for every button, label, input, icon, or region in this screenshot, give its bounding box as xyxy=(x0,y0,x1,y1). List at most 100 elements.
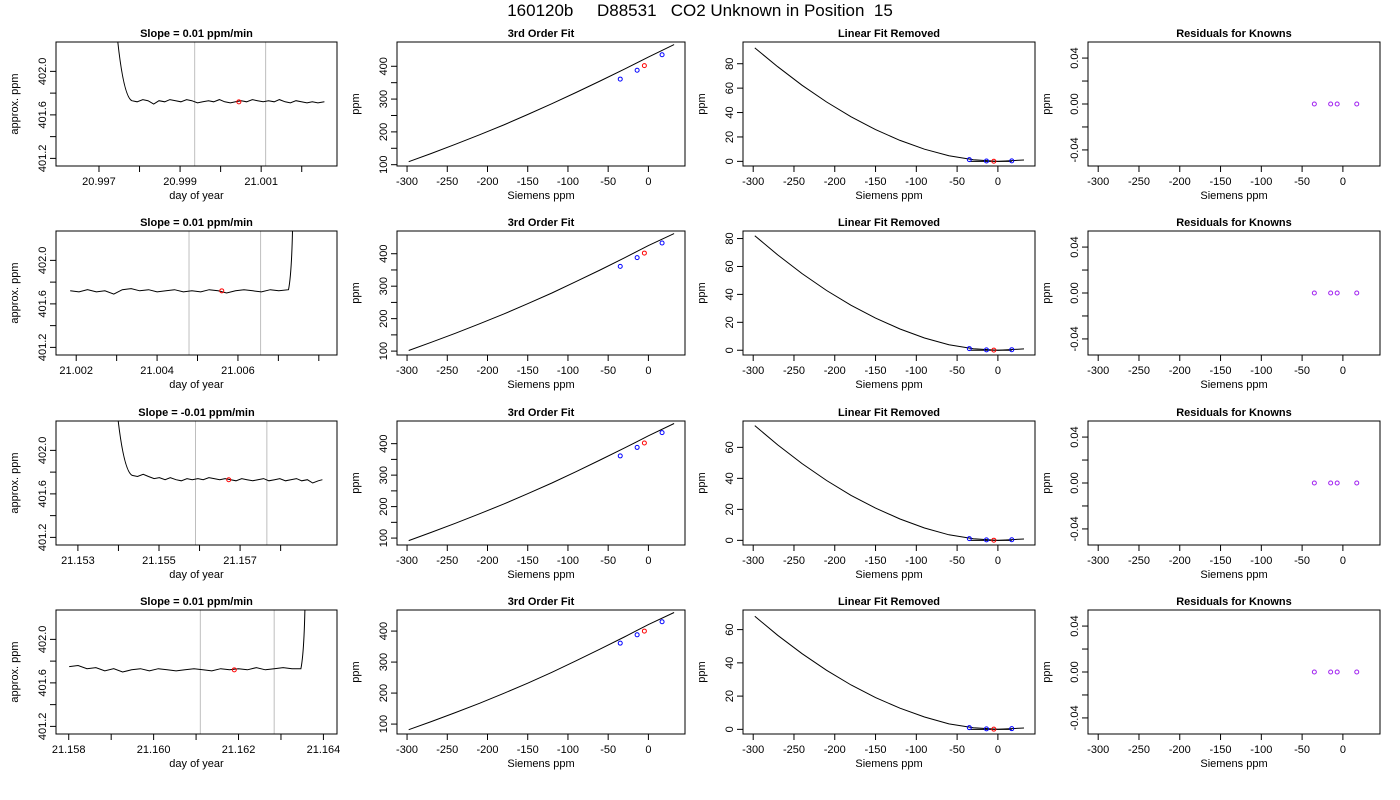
plot-frame xyxy=(55,420,338,546)
known-point xyxy=(634,255,640,261)
x-tick-label: 21.153 xyxy=(61,555,95,567)
known-point xyxy=(983,158,989,164)
x-tick-label: -300 xyxy=(1087,744,1109,756)
x-tick-label: -250 xyxy=(436,365,458,377)
known-point xyxy=(1009,347,1015,353)
residual-point xyxy=(1328,101,1334,107)
y-tick-label: 40 xyxy=(724,657,736,669)
residual-point xyxy=(1311,480,1317,486)
y-tick-label: 200 xyxy=(378,123,390,141)
x-tick-label: -200 xyxy=(476,744,498,756)
y-tick-label: 100 xyxy=(378,156,390,174)
y-tick-label: 401.6 xyxy=(37,101,49,129)
x-tick-label: -250 xyxy=(1128,555,1150,567)
x-tick-label: 21.004 xyxy=(140,365,174,377)
x-axis-label: Siemens ppm xyxy=(1200,379,1267,391)
panel-title: Linear Fit Removed xyxy=(838,217,940,229)
x-axis-label: Siemens ppm xyxy=(855,379,922,391)
known-point xyxy=(1009,537,1015,543)
page-title: 160120b D88531 CO2 Unknown in Position 1… xyxy=(507,1,893,20)
x-tick-label: -150 xyxy=(1210,744,1232,756)
x-tick-label: 0 xyxy=(1340,744,1346,756)
y-tick-label: 0 xyxy=(724,158,736,164)
x-tick-label: -250 xyxy=(436,744,458,756)
x-tick-label: -100 xyxy=(905,365,927,377)
x-tick-label: 21.160 xyxy=(137,744,171,756)
unknown-point xyxy=(991,537,997,543)
y-tick-label: 60 xyxy=(724,82,736,94)
y-tick-label: 40 xyxy=(724,106,736,118)
y-axis-label: ppm xyxy=(1041,282,1053,303)
x-tick-label: -300 xyxy=(396,744,418,756)
mean-point xyxy=(231,667,237,673)
residual-point xyxy=(1334,290,1340,296)
panel-title: 3rd Order Fit xyxy=(508,407,575,419)
x-tick-label: -300 xyxy=(396,365,418,377)
x-tick-label: -150 xyxy=(865,176,887,188)
y-tick-label: 100 xyxy=(378,342,390,360)
panel-title: Linear Fit Removed xyxy=(838,28,940,40)
x-tick-label: 0 xyxy=(995,555,1001,567)
x-tick-label: 20.999 xyxy=(163,176,197,188)
plot-frame xyxy=(55,230,338,356)
x-tick-label: -50 xyxy=(600,555,616,567)
panel-title: 3rd Order Fit xyxy=(508,28,575,40)
x-tick-label: -100 xyxy=(905,176,927,188)
mean-point xyxy=(236,99,242,105)
x-tick-label: -50 xyxy=(949,176,965,188)
y-tick-label: 400 xyxy=(378,57,390,75)
x-tick-label: -100 xyxy=(905,744,927,756)
known-point xyxy=(966,157,972,163)
known-point xyxy=(617,76,623,82)
known-point xyxy=(659,619,665,625)
y-tick-label: 100 xyxy=(378,529,390,547)
known-point xyxy=(966,725,972,731)
unknown-point xyxy=(991,158,997,164)
mean-point xyxy=(219,288,225,294)
x-tick-label: -150 xyxy=(1210,176,1232,188)
x-tick-label: -200 xyxy=(476,176,498,188)
y-tick-label: 200 xyxy=(378,684,390,702)
x-tick-label: -50 xyxy=(1294,365,1310,377)
x-tick-label: -300 xyxy=(742,744,764,756)
residual-point xyxy=(1328,669,1334,675)
y-tick-label: 401.2 xyxy=(37,713,49,741)
y-tick-label: 401.2 xyxy=(37,524,49,552)
y-tick-label: -0.04 xyxy=(1069,516,1081,541)
x-tick-label: -200 xyxy=(1169,176,1191,188)
y-tick-label: 402.0 xyxy=(37,437,49,465)
y-axis-label: approx. ppm xyxy=(9,73,21,134)
x-tick-label: -300 xyxy=(396,555,418,567)
y-tick-label: 300 xyxy=(378,466,390,484)
y-tick-label: -0.04 xyxy=(1069,137,1081,162)
x-tick-label: -250 xyxy=(1128,365,1150,377)
plot-frame xyxy=(742,41,1036,167)
x-tick-label: -150 xyxy=(865,365,887,377)
y-tick-label: 0.00 xyxy=(1069,472,1081,493)
y-tick-label: 60 xyxy=(724,623,736,635)
ppm-trace xyxy=(117,42,325,105)
y-axis-label: ppm xyxy=(350,282,362,303)
x-tick-label: -150 xyxy=(1210,365,1232,377)
x-tick-label: -150 xyxy=(865,555,887,567)
plot-frame xyxy=(742,230,1036,356)
panel-title: Slope = -0.01 ppm/min xyxy=(138,407,255,419)
y-axis-label: approx. ppm xyxy=(9,452,21,513)
x-tick-label: 0 xyxy=(1340,176,1346,188)
x-tick-label: -150 xyxy=(517,744,539,756)
y-tick-label: 300 xyxy=(378,653,390,671)
x-tick-label: 21.158 xyxy=(52,744,86,756)
known-point xyxy=(617,263,623,269)
x-tick-label: 21.006 xyxy=(221,365,255,377)
y-tick-label: 0 xyxy=(724,537,736,543)
residual-point xyxy=(1334,480,1340,486)
y-tick-label: 402.0 xyxy=(37,58,49,86)
y-tick-label: 401.6 xyxy=(37,480,49,508)
y-tick-label: 401.6 xyxy=(37,669,49,697)
x-tick-label: -100 xyxy=(1250,555,1272,567)
y-tick-label: 200 xyxy=(378,497,390,515)
x-tick-label: 0 xyxy=(645,744,651,756)
x-tick-label: -250 xyxy=(436,555,458,567)
x-tick-label: -300 xyxy=(396,176,418,188)
